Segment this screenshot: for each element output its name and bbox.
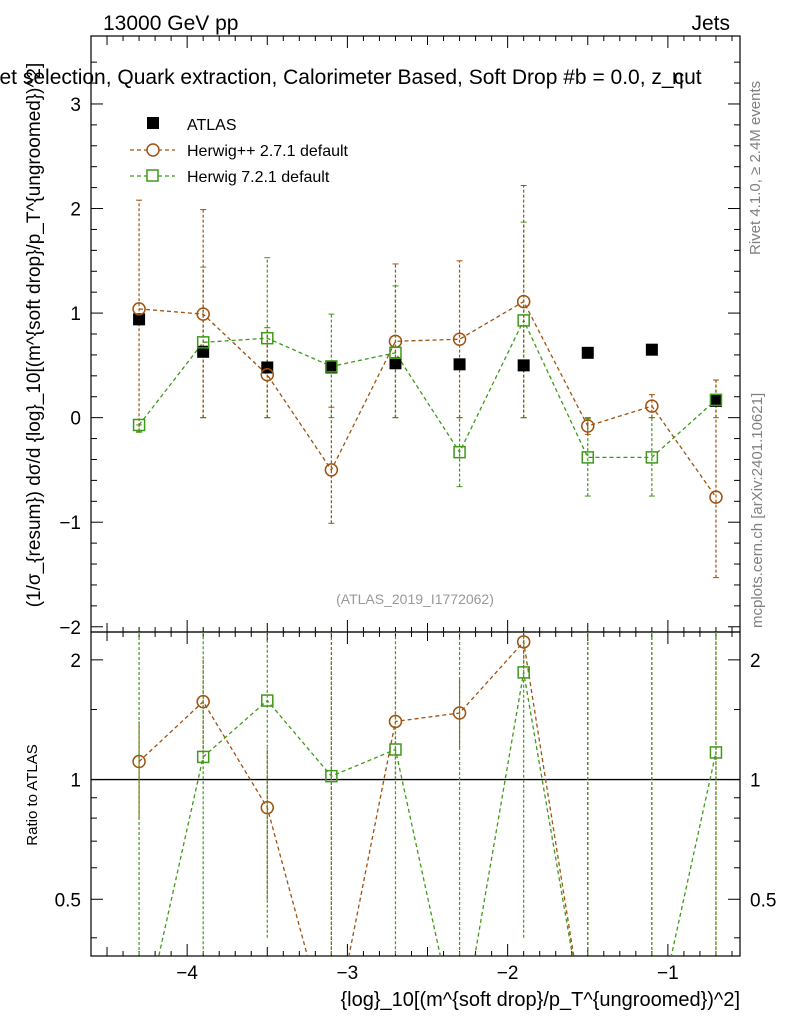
header-energy: 13000 GeV pp — [103, 12, 238, 35]
plot-title: Dijet selection, Quark extraction, Calor… — [0, 66, 702, 89]
data-point-herwig7 — [261, 331, 274, 345]
ratio-series — [132, 632, 723, 956]
rivet-label: Rivet 4.1.0, ≥ 2.4M events — [747, 81, 764, 255]
ratio-frame — [90, 631, 741, 957]
y-tick-label-ratio-right: 0.5 — [750, 890, 776, 911]
main-series — [132, 185, 723, 579]
data-point-herwig7 — [389, 346, 402, 360]
y-tick-label-main: 3 — [70, 95, 81, 116]
data-point-herwigpp — [709, 490, 723, 504]
y-tick-label-ratio-right: 1 — [750, 771, 761, 792]
x-axis-label: {log}_10[(m^{soft drop}/p_T^{ungroomed})… — [340, 989, 740, 1011]
legend-herwigpp-label: Herwig++ 2.7.1 default — [187, 143, 349, 160]
data-point-herwigpp — [516, 294, 531, 309]
x-tick-label: −2 — [497, 963, 519, 984]
y-tick-label-ratio: 1 — [70, 771, 81, 792]
axis-ticks: −4 −3 −2 −1 −2 −1 0 1 2 3 0.5 0.5 1 1 2 2 — [55, 36, 776, 984]
y-tick-label-main: 1 — [70, 304, 81, 325]
y-tick-label-ratio: 0.5 — [55, 890, 81, 911]
y-tick-label-ratio: 2 — [70, 651, 81, 672]
data-point-herwigpp — [581, 419, 595, 433]
analysis-id: (ATLAS_2019_I1772062) — [336, 591, 494, 607]
ratio-point-herwig7 — [325, 769, 338, 783]
data-point-herwigpp — [132, 302, 146, 316]
legend-atlas-label: ATLAS — [187, 117, 237, 134]
data-point-atlas — [645, 343, 658, 356]
x-tick-label: −1 — [657, 963, 679, 984]
data-point-herwigpp — [645, 399, 659, 413]
data-point-herwigpp — [324, 463, 339, 477]
y-tick-label-main: −1 — [59, 513, 81, 534]
legend-herwig7-marker — [146, 169, 159, 182]
data-point-atlas — [453, 358, 466, 371]
data-point-herwig7 — [709, 393, 723, 407]
ratio-line-herwigpp — [138, 640, 575, 956]
y-tick-label-ratio-right: 2 — [750, 651, 761, 672]
ratio-point-herwig7 — [196, 750, 210, 764]
data-point-herwig7 — [132, 418, 146, 432]
data-point-herwigpp — [452, 332, 467, 346]
data-point-atlas — [517, 359, 530, 372]
data-point-atlas — [133, 313, 146, 326]
data-point-atlas — [389, 357, 402, 370]
y-tick-label-main: −2 — [59, 618, 81, 639]
x-tick-label: −4 — [176, 963, 198, 984]
legend-atlas-marker — [147, 117, 159, 129]
mcplots-label: mcplots.cern.ch [arXiv:2401.10621] — [749, 393, 766, 628]
data-point-herwig7 — [453, 445, 466, 459]
plot-title-overlap: η — [672, 66, 684, 89]
data-point-herwigpp — [196, 307, 210, 321]
y-tick-label-main: 2 — [70, 200, 81, 221]
y-axis-label-ratio: Ratio to ATLAS — [24, 744, 41, 845]
data-point-atlas — [709, 394, 722, 407]
legend-herwig7-label: Herwig 7.2.1 default — [187, 169, 330, 186]
data-point-herwig7 — [517, 314, 530, 327]
ratio-point-herwig7 — [261, 694, 274, 707]
ratio-point-herwig7 — [709, 746, 723, 759]
legend: ATLAS Herwig++ 2.7.1 default Herwig 7.2.… — [130, 117, 349, 186]
data-point-herwigpp — [260, 368, 275, 382]
header-process: Jets — [691, 12, 730, 35]
y-axis-label-main: (1/σ_{resum}) dσ/d {log}_10[(m^{soft dro… — [24, 63, 45, 608]
data-point-herwig7 — [196, 336, 210, 349]
series-line-herwig7 — [138, 318, 717, 459]
ratio-point-herwig7 — [517, 666, 530, 679]
data-point-atlas — [325, 361, 338, 374]
legend-herwigpp-marker — [146, 143, 160, 157]
data-point-herwig7 — [581, 451, 595, 464]
x-tick-label: −3 — [337, 963, 359, 984]
ratio-line-herwig7 — [158, 672, 717, 956]
data-point-atlas — [261, 361, 274, 374]
series-line-herwigpp — [139, 300, 717, 498]
y-tick-label-main: 0 — [70, 409, 81, 430]
data-point-atlas — [197, 345, 210, 358]
data-point-atlas — [581, 346, 594, 359]
data-point-herwig7 — [645, 451, 659, 464]
data-point-herwig7 — [325, 360, 338, 373]
ratio-point-herwig7 — [389, 743, 402, 756]
